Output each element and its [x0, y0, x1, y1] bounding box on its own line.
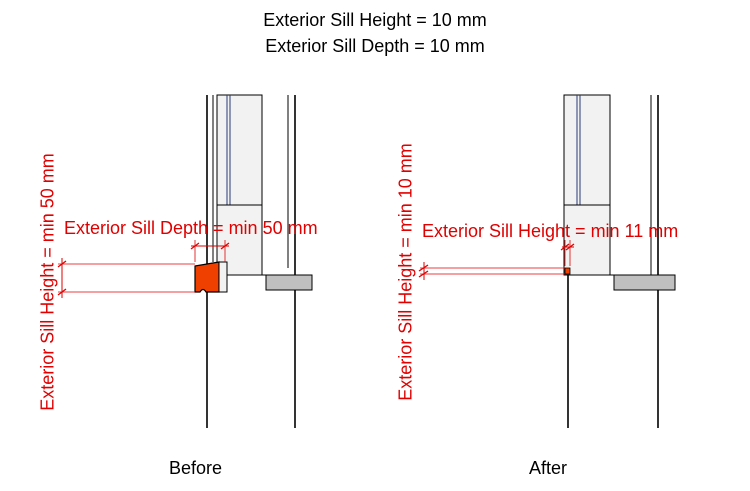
after-depth-tick-left — [560, 243, 570, 251]
before-height-label: Exterior Sill Height = min 50 mm — [37, 153, 58, 411]
after-ledge — [613, 274, 676, 291]
after-depth-label: Exterior Sill Height = min 11 mm — [422, 221, 679, 241]
after-frame-bottom — [563, 204, 611, 276]
before-caption: Before — [169, 458, 223, 478]
after-caption: After — [529, 458, 568, 478]
before-sill — [194, 261, 220, 293]
before-height-tick-top — [57, 260, 67, 268]
before-depth-tick-left — [190, 242, 200, 250]
after-section — [418, 94, 676, 428]
after-sill — [564, 267, 571, 275]
before-height-tick-bottom — [57, 288, 67, 296]
header-line-1: Exterior Sill Height = 10 mm — [263, 10, 487, 30]
after-height-tick-bottom — [418, 270, 429, 278]
before-depth-tick-right — [220, 242, 230, 250]
before-depth-label: Exterior Sill Depth = min 50 mm — [64, 218, 318, 238]
before-ledge — [265, 274, 313, 291]
before-section — [57, 94, 313, 428]
after-height-label: Exterior Sill Height = min 10 mm — [395, 143, 416, 401]
before-window-frame — [216, 94, 263, 206]
header-line-2: Exterior Sill Depth = 10 mm — [265, 36, 485, 56]
after-height-tick-top — [418, 264, 429, 272]
after-window-frame — [563, 94, 611, 206]
before-sill-jamb — [218, 261, 228, 293]
after-depth-tick-right — [565, 243, 575, 251]
